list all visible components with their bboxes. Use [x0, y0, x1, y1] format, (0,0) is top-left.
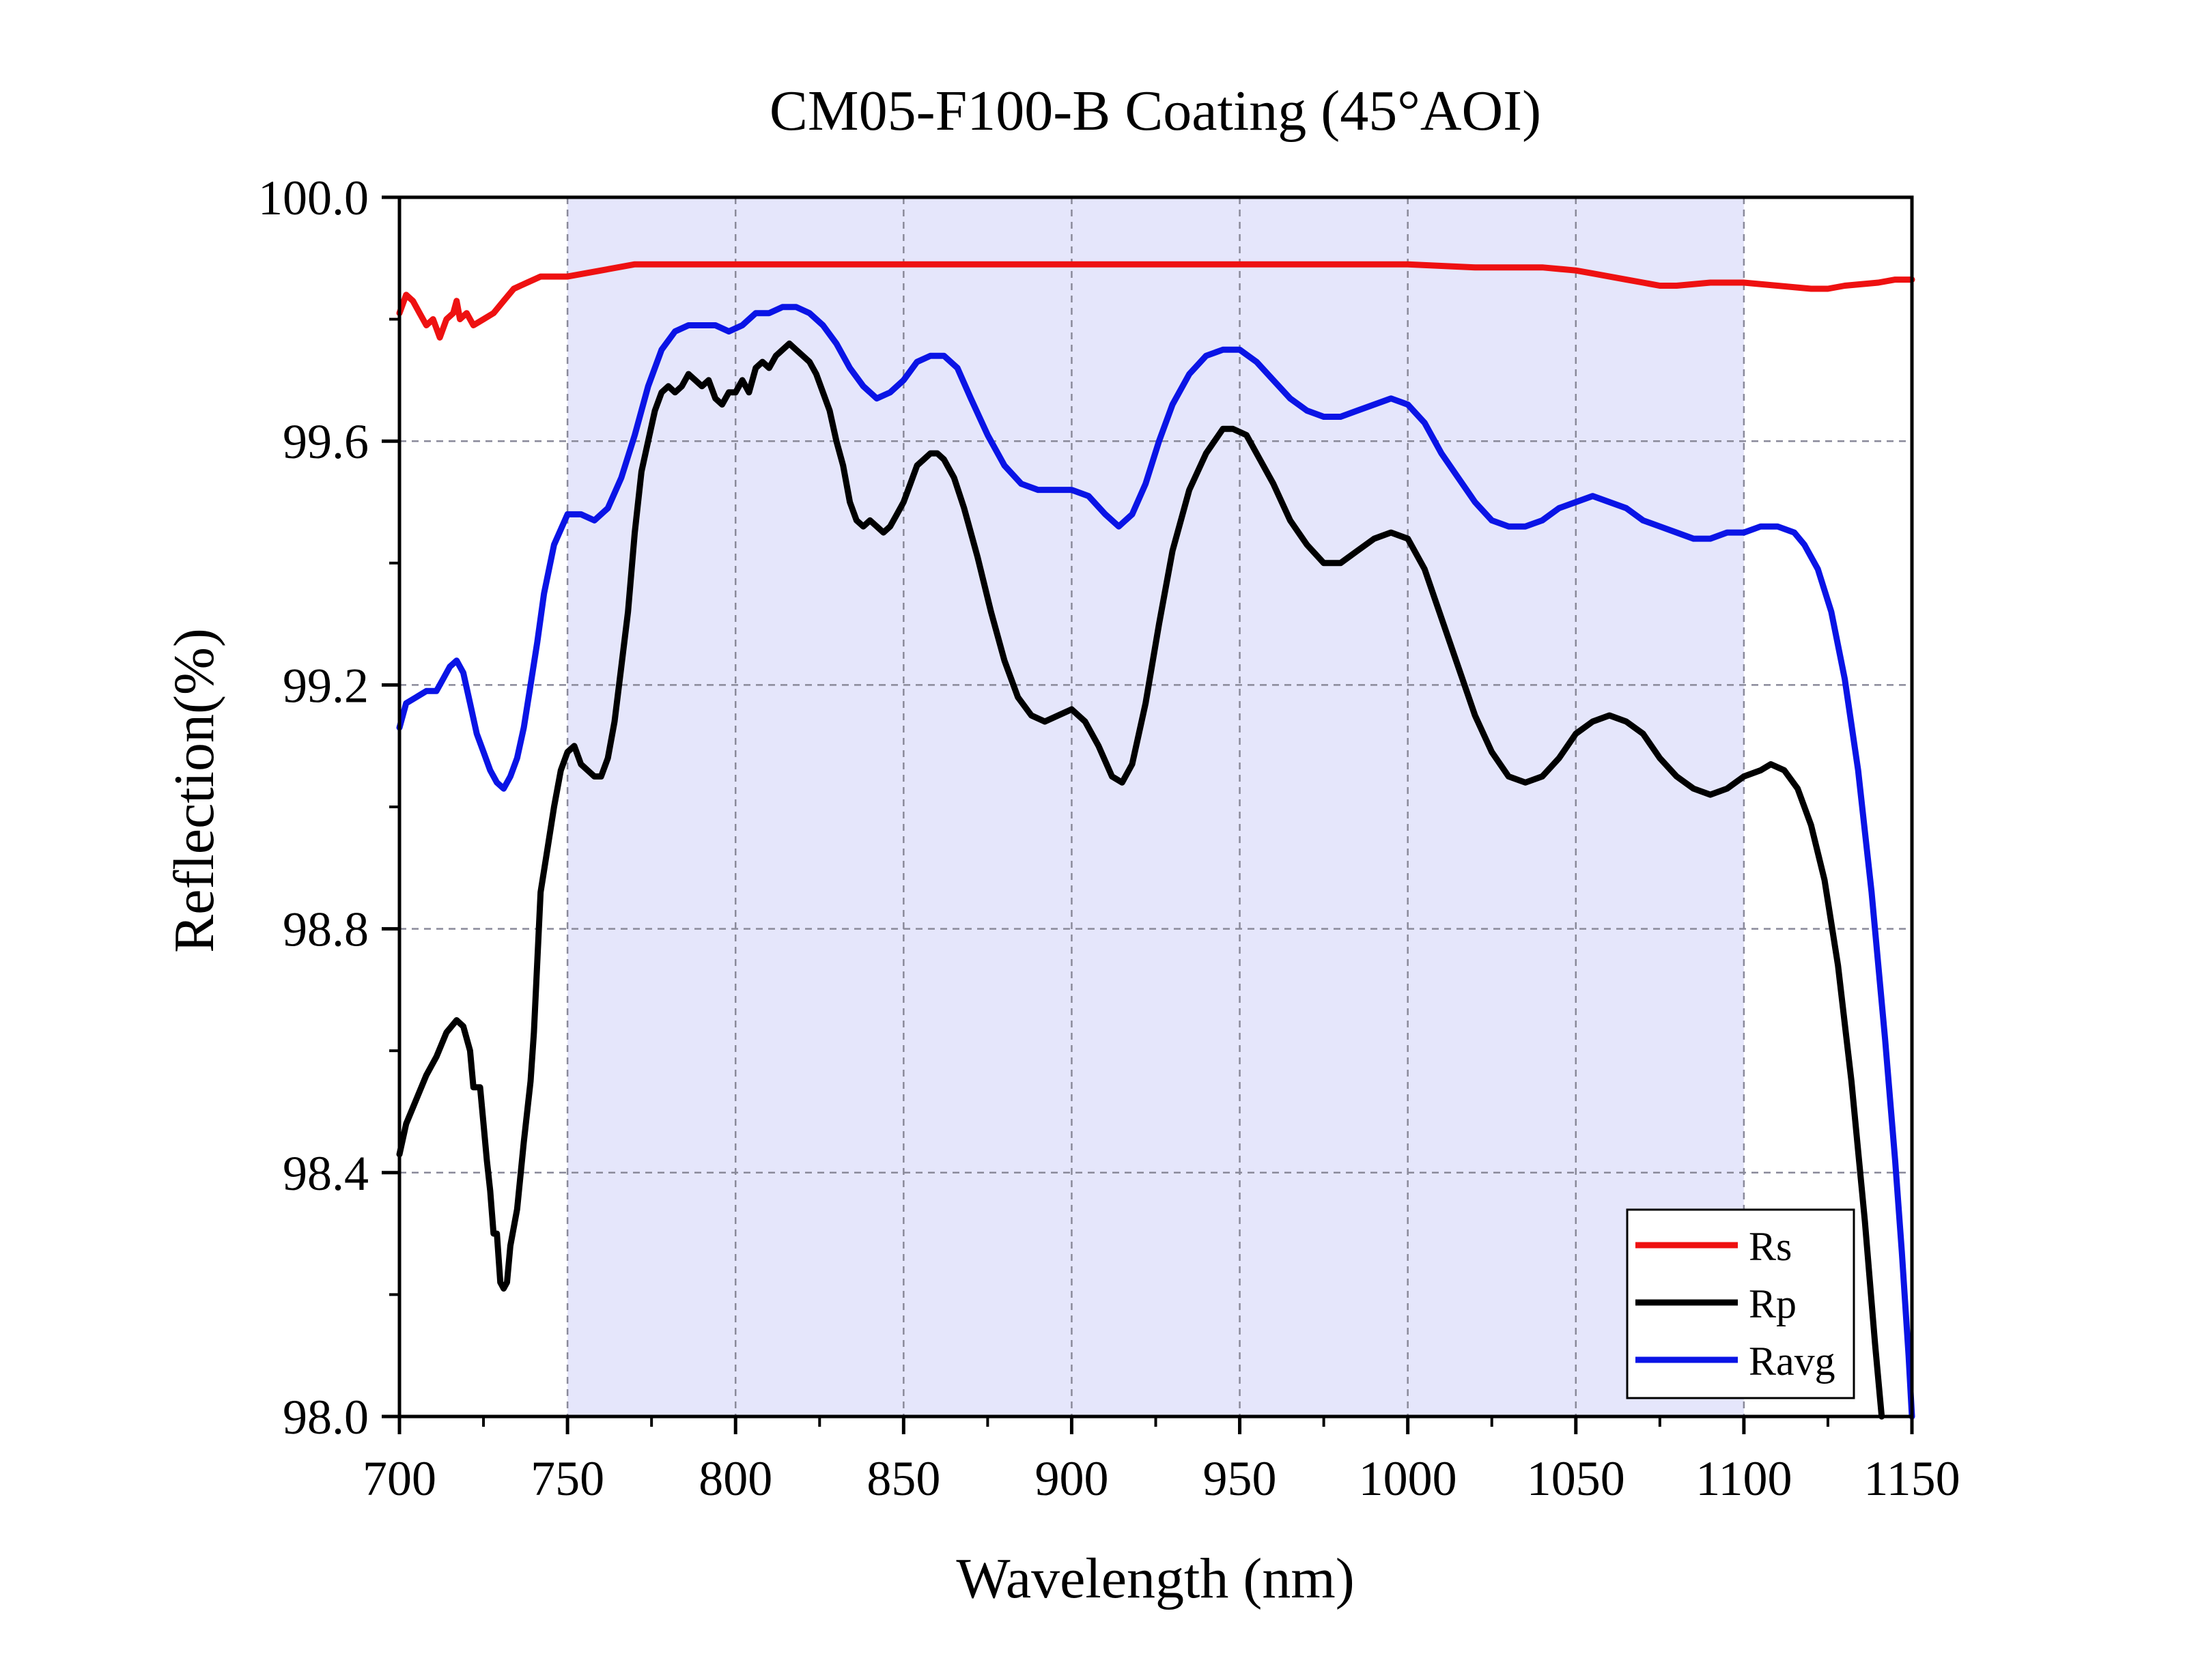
legend-label-rs: Rs: [1749, 1224, 1792, 1269]
chart-title: CM05-F100-B Coating (45°AOI): [770, 79, 1541, 143]
y-tick-label: 99.6: [283, 414, 369, 469]
y-tick-label: 98.0: [283, 1390, 369, 1444]
series-line-rs: [396, 261, 1915, 341]
axes: 700 750 800 850 900 950 1000 1050 1100 1150 98.0 98…: [258, 171, 1960, 1506]
grid-lines: [399, 197, 1912, 1416]
x-axis-label: Wavelength (nm): [956, 1547, 1354, 1610]
x-tick-label: 800: [699, 1451, 772, 1506]
y-tick-label: 98.8: [283, 902, 369, 957]
x-tick-label: 1100: [1695, 1451, 1792, 1506]
highlight-band: [567, 197, 1744, 1416]
y-tick-label: 99.2: [283, 658, 369, 713]
series-line-rp: [396, 340, 1885, 1420]
x-tick-label: 700: [363, 1451, 436, 1506]
legend: Rs Rp Ravg: [1626, 1208, 1855, 1399]
x-tick-label: 850: [867, 1451, 940, 1506]
x-tick-label: 950: [1203, 1451, 1277, 1506]
x-tick-label: 1150: [1863, 1451, 1960, 1506]
series-lines: [396, 261, 1915, 1420]
x-tick-label: 900: [1034, 1451, 1108, 1506]
y-tick-label: 98.4: [283, 1146, 369, 1201]
y-tick-label: 100.0: [258, 171, 369, 225]
legend-label-rp: Rp: [1749, 1281, 1797, 1326]
y-axis-label: Reflection(%): [163, 628, 226, 953]
x-tick-label: 750: [531, 1451, 604, 1506]
legend-label-ravg: Ravg: [1749, 1339, 1835, 1384]
x-tick-label: 1050: [1527, 1451, 1625, 1506]
x-tick-label: 1000: [1359, 1451, 1457, 1506]
series-line-ravg: [396, 304, 1915, 1420]
